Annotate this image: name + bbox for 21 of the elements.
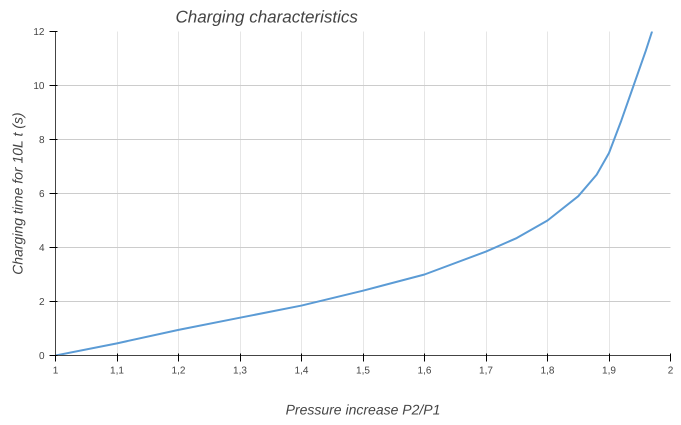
chart-title: Charging characteristics <box>176 8 358 26</box>
x-tick-label: 1,7 <box>479 366 494 376</box>
x-tick-label: 1,2 <box>172 366 186 376</box>
x-tick-label: 1,5 <box>356 366 370 376</box>
y-tick-label: 4 <box>38 243 45 254</box>
x-tick-label: 1,8 <box>540 366 555 376</box>
y-tick-label: 12 <box>33 27 45 38</box>
x-tick-label: 1 <box>52 366 59 376</box>
x-axis-title: Pressure increase P2/P1 <box>286 402 440 418</box>
y-axis-title: Charging time for 10L t (s) <box>9 112 26 275</box>
x-tick-label: 1,9 <box>602 366 616 376</box>
x-tick-label: 1,3 <box>233 366 248 376</box>
y-tick-label: 8 <box>38 135 45 146</box>
y-tick-label: 2 <box>38 297 45 308</box>
x-tick-label: 1,4 <box>294 366 309 376</box>
y-tick-label: 0 <box>38 351 45 362</box>
x-tick-label: 2 <box>668 366 674 376</box>
y-tick-label: 10 <box>33 81 45 92</box>
y-tick-label: 6 <box>38 189 45 200</box>
x-tick-label: 1,1 <box>110 366 124 376</box>
x-tick-label: 1,6 <box>418 366 432 376</box>
